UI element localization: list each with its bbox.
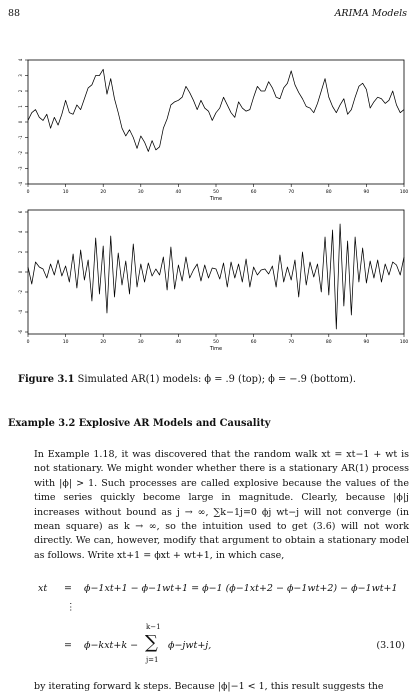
- eq-equals-1: =: [64, 583, 72, 594]
- top-ytick-label: 3: [18, 74, 23, 77]
- top-ytick-label: 0: [18, 120, 23, 123]
- top-series-line: [28, 69, 404, 151]
- eq-sum-bottom: j=1: [146, 656, 159, 664]
- equation-number: (3.10): [376, 640, 405, 651]
- top-ytick-label: 4: [18, 58, 23, 61]
- bottom-xtick-label: 10: [63, 339, 69, 345]
- eq-line1-rhs: ϕ−1xt+1 − ϕ−1wt+1 = ϕ−1 (ϕ−1xt+2 − ϕ−1wt…: [84, 583, 398, 594]
- bottom-xtick-label: 0: [27, 339, 30, 345]
- page-number: 88: [8, 8, 20, 19]
- bottom-xtick-label: 20: [100, 339, 106, 345]
- bottom-xtick-label: 50: [213, 339, 219, 345]
- bottom-ytick-label: 0: [18, 270, 23, 273]
- top-plot-frame: [28, 60, 404, 184]
- bottom-xaxis-label: Time: [209, 346, 222, 352]
- bottom-ytick-label: -6: [18, 330, 23, 334]
- top-xtick-label: 80: [326, 189, 332, 195]
- top-ytick-label: 1: [18, 105, 23, 108]
- top-xtick-label: 100: [400, 189, 409, 195]
- bottom-xtick-label: 30: [138, 339, 144, 345]
- top-xtick-label: 70: [288, 189, 294, 195]
- top-ytick-label: -3: [18, 166, 23, 170]
- paragraph-1: In Example 1.18, it was discovered that …: [34, 448, 409, 563]
- bottom-ytick-label: -4: [18, 310, 23, 314]
- top-ytick-label: 2: [18, 89, 23, 92]
- figure-caption: Figure 3.1 Simulated AR(1) models: ϕ = .…: [18, 373, 407, 386]
- top-xtick-label: 20: [100, 189, 106, 195]
- bottom-ytick-label: 6: [18, 210, 23, 213]
- bottom-xtick-label: 70: [288, 339, 294, 345]
- figure-label: Figure 3.1: [18, 374, 75, 385]
- eq-lhs: xt: [38, 583, 47, 594]
- bottom-xtick-label: 90: [364, 339, 370, 345]
- figure-caption-text: Simulated AR(1) models: ϕ = .9 (top); ϕ …: [75, 374, 356, 385]
- eq-line3-rhs-b: ϕ−jwt+j,: [168, 640, 211, 651]
- bottom-ytick-label: -2: [18, 290, 23, 294]
- bottom-xtick-label: 40: [176, 339, 182, 345]
- top-ytick-label: -4: [18, 182, 23, 186]
- bottom-ytick-label: 4: [18, 230, 23, 233]
- top-xtick-label: 30: [138, 189, 144, 195]
- top-xtick-label: 40: [176, 189, 182, 195]
- top-xtick-label: 60: [251, 189, 257, 195]
- top-xtick-label: 0: [27, 189, 30, 195]
- paragraph-2: by iterating forward k steps. Because |ϕ…: [34, 680, 409, 694]
- top-xtick-label: 90: [364, 189, 370, 195]
- bottom-xtick-label: 100: [400, 339, 409, 345]
- bottom-ar1-plot: 0 10 20 30 40 50 60 70 80 90 100 -6 -4 -2 0 2 4 6 Time: [0, 200, 419, 355]
- bottom-ytick-label: 2: [18, 250, 23, 253]
- top-ytick-label: -2: [18, 151, 23, 155]
- running-title: ARIMA Models: [335, 8, 407, 19]
- eq-sum-symbol: ∑: [145, 632, 158, 653]
- eq-sum-top: k−1: [146, 623, 161, 631]
- top-xtick-label: 10: [63, 189, 69, 195]
- eq-line3-rhs-a: ϕ−kxt+k −: [84, 640, 138, 651]
- page-header: 88 ARIMA Models: [8, 8, 407, 22]
- top-xtick-label: 50: [213, 189, 219, 195]
- bottom-xtick-label: 80: [326, 339, 332, 345]
- bottom-plot-frame: [28, 210, 404, 334]
- eq-equals-2: =: [64, 640, 72, 651]
- top-ytick-label: -1: [18, 135, 23, 139]
- eq-vdots: ⋮: [66, 602, 76, 613]
- bottom-xtick-label: 60: [251, 339, 257, 345]
- example-title: Example 3.2 Explosive AR Models and Caus…: [8, 418, 270, 429]
- bottom-series-line: [28, 224, 404, 329]
